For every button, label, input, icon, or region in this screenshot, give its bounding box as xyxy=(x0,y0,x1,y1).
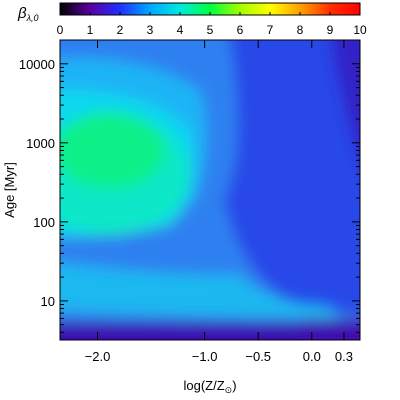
y-tick-label: 10000 xyxy=(19,57,55,72)
heatmap-field xyxy=(60,40,360,340)
region-bottom-dark xyxy=(60,322,360,340)
region-low-cyan xyxy=(60,262,340,318)
x-axis-ticks: −2.0 −1.0 −0.5 0.0 0.3 xyxy=(85,40,353,364)
solar-symbol: ⊙ xyxy=(225,385,233,395)
y-tick-label: 10 xyxy=(41,294,55,309)
y-axis-ticks: 10 100 1000 10000 xyxy=(19,39,360,333)
colorbar-tick-label: 0 xyxy=(57,23,64,37)
region-right-dark xyxy=(331,40,360,156)
x-tick-label: −0.5 xyxy=(245,349,271,364)
x-tick-label: 0.0 xyxy=(303,349,321,364)
colorbar-tick-label: 5 xyxy=(207,23,214,37)
colorbar-ticks: 0 1 2 3 4 5 6 7 8 9 10 xyxy=(57,12,367,37)
colorbar-tick-label: 10 xyxy=(353,23,367,37)
x-tick-label: −1.0 xyxy=(192,349,218,364)
region-green-peak xyxy=(60,112,165,188)
y-axis-unit: [Myr] xyxy=(2,162,17,191)
colorbar-tick-label: 3 xyxy=(147,23,154,37)
colorbar-label: βλ,0 xyxy=(17,5,39,23)
heatmap-plot xyxy=(60,40,360,340)
region-right-low xyxy=(300,318,360,340)
colorbar-tick-label: 2 xyxy=(117,23,124,37)
colorbar-tick-label: 8 xyxy=(297,23,304,37)
x-axis-label: log(Z/Z⊙) xyxy=(183,378,236,395)
colorbar-tick-label: 9 xyxy=(327,23,334,37)
plot-frame xyxy=(59,39,361,341)
y-tick-label: 1000 xyxy=(26,136,55,151)
colorbar-label-subscript: λ,0 xyxy=(26,13,39,23)
x-tick-label: 0.3 xyxy=(335,349,353,364)
colorbar-tick-label: 6 xyxy=(237,23,244,37)
x-tick-label: −2.0 xyxy=(85,349,111,364)
y-axis-label: Age [Myr] xyxy=(2,162,17,218)
y-tick-label: 100 xyxy=(33,215,55,230)
colorbar: βλ,0 0 1 2 3 4 5 6 7 8 9 10 xyxy=(17,2,367,37)
colorbar-tick-label: 1 xyxy=(87,23,94,37)
colorbar-tick-label: 4 xyxy=(177,23,184,37)
colorbar-tick-label: 7 xyxy=(267,23,274,37)
